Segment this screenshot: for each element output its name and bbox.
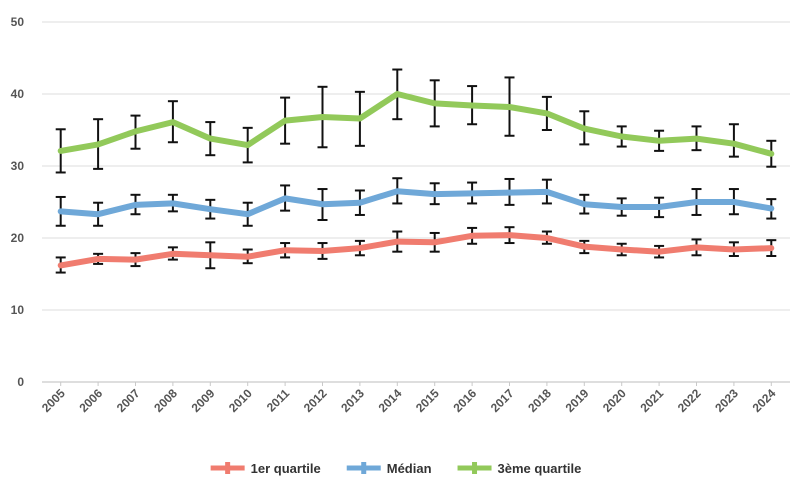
series-line (57, 91, 775, 157)
x-tick-label: 2016 (450, 386, 479, 415)
y-tick-label: 0 (17, 375, 24, 389)
gridlines (42, 21, 790, 311)
x-tick-label: 2017 (488, 386, 517, 415)
legend-label: Médian (387, 461, 432, 476)
x-tick-label: 2020 (600, 386, 629, 415)
x-tick-label: 2014 (376, 386, 405, 415)
x-tick-label: 2005 (39, 386, 68, 415)
x-tick-label: 2013 (338, 386, 367, 415)
x-tick-label: 2021 (637, 386, 666, 415)
y-tick-label: 10 (11, 303, 25, 317)
x-tick-label: 2018 (525, 386, 554, 415)
y-tick-label: 40 (11, 87, 25, 101)
x-tick-label: 2006 (76, 386, 105, 415)
y-tick-label: 20 (11, 231, 25, 245)
x-tick-label: 2008 (151, 386, 180, 415)
series-lines (57, 91, 775, 269)
series-line (57, 232, 775, 269)
x-tick-label: 2023 (712, 386, 741, 415)
legend: 1er quartile Médian 3ème quartile (210, 461, 582, 476)
y-tick-label: 30 (11, 159, 25, 173)
y-tick-labels: 0 10 20 30 40 50 (11, 15, 25, 389)
axes (42, 381, 790, 386)
legend-label: 1er quartile (251, 461, 321, 476)
series-line (57, 188, 775, 218)
y-tick-label: 50 (11, 15, 25, 29)
x-tick-label: 2011 (264, 386, 293, 415)
x-tick-label: 2010 (226, 386, 255, 415)
x-tick-label: 2024 (750, 386, 779, 415)
legend-label: 3ème quartile (498, 461, 582, 476)
x-tick-label: 2022 (675, 386, 704, 415)
x-tick-label: 2007 (114, 386, 143, 415)
x-tick-label: 2012 (301, 386, 330, 415)
x-tick-labels: 2005 2006 2007 2008 2009 2010 2011 2012 2013 2014… (39, 386, 779, 415)
x-tick-label: 2015 (413, 386, 442, 415)
x-tick-label: 2019 (563, 386, 592, 415)
x-tick-label: 2009 (189, 386, 218, 415)
